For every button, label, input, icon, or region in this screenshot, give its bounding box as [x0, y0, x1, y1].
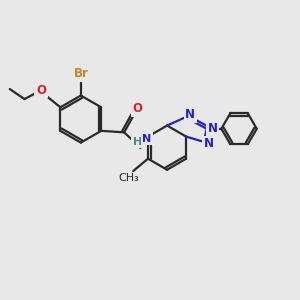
- Text: N: N: [204, 137, 214, 151]
- Text: O: O: [36, 84, 46, 97]
- Text: N: N: [185, 108, 195, 121]
- Text: O: O: [132, 102, 142, 115]
- Text: N: N: [142, 134, 152, 144]
- Text: N: N: [208, 122, 218, 135]
- Text: Br: Br: [74, 67, 89, 80]
- Text: CH₃: CH₃: [118, 173, 139, 183]
- Text: H: H: [133, 136, 142, 146]
